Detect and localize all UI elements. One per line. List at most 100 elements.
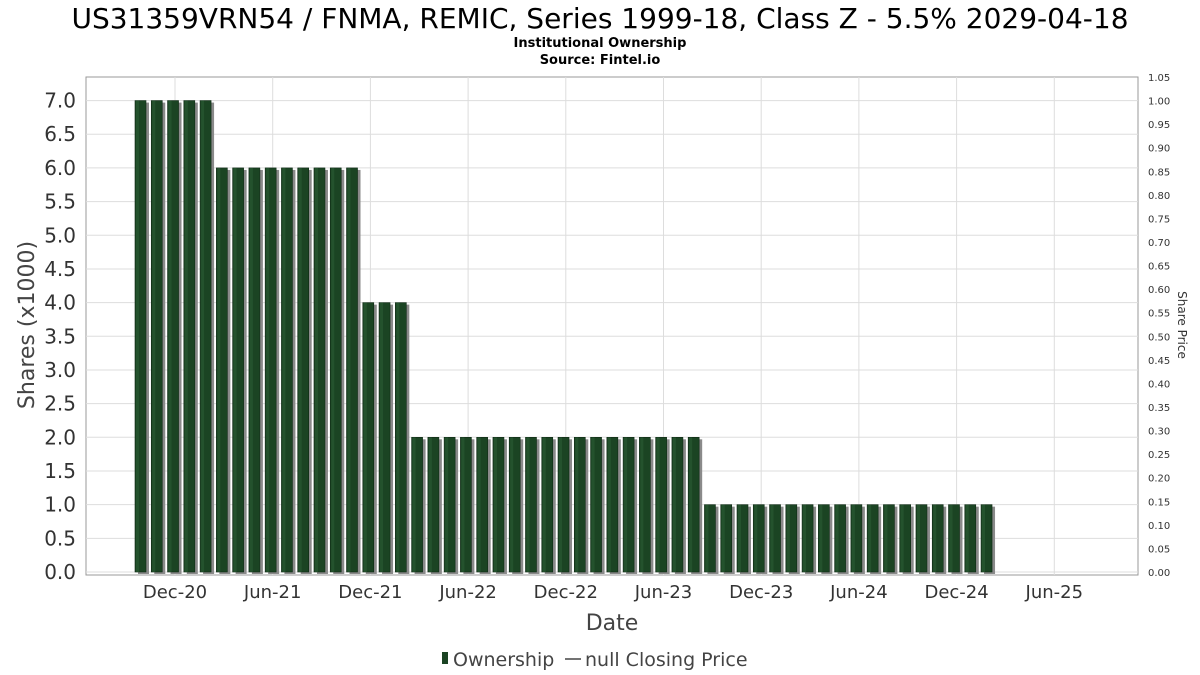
y-right-tick-label: 0.50 bbox=[1148, 332, 1170, 343]
bar bbox=[948, 504, 960, 573]
bar-highlight bbox=[737, 504, 741, 572]
bar bbox=[818, 504, 830, 573]
bar-highlight bbox=[705, 504, 709, 572]
bar bbox=[248, 167, 261, 573]
bar bbox=[216, 167, 228, 573]
y-tick-label: 7.0 bbox=[44, 89, 76, 113]
bar bbox=[834, 504, 846, 573]
y-axis-left-ticks: 0.0 0.5 1.0 1.5 2.0 2.5 3.0 3.5 4.0 4.5 5.0 5.5 6.0 6… bbox=[44, 89, 76, 584]
bar-highlight bbox=[331, 167, 335, 572]
bar-highlight bbox=[314, 167, 318, 572]
y-tick-label: 0.0 bbox=[44, 560, 76, 584]
bar bbox=[850, 504, 863, 573]
bar-highlight bbox=[949, 504, 953, 572]
bar bbox=[736, 504, 749, 573]
bar-highlight bbox=[933, 504, 937, 572]
bar-highlight bbox=[493, 437, 497, 572]
bar-highlight bbox=[477, 437, 481, 572]
bar bbox=[264, 167, 277, 573]
legend-ownership-label: Ownership bbox=[453, 649, 554, 671]
bar-highlight bbox=[851, 504, 855, 572]
bar bbox=[508, 437, 521, 573]
bar bbox=[557, 437, 570, 573]
bar-highlight bbox=[217, 167, 221, 572]
y-right-tick-label: 0.35 bbox=[1148, 403, 1170, 414]
bar bbox=[476, 437, 488, 573]
bar-highlight bbox=[868, 504, 872, 572]
bar bbox=[443, 437, 456, 573]
bar-highlight bbox=[233, 167, 237, 572]
y-right-tick-label: 0.55 bbox=[1148, 309, 1170, 320]
y-right-tick-label: 0.60 bbox=[1148, 285, 1170, 296]
bar bbox=[590, 437, 602, 573]
bar-highlight bbox=[672, 437, 676, 572]
bar bbox=[931, 504, 944, 573]
x-tick-label: Dec-23 bbox=[729, 582, 793, 603]
bar-highlight bbox=[412, 437, 416, 572]
y-right-tick-label: 0.45 bbox=[1148, 356, 1170, 367]
y-tick-label: 2.5 bbox=[44, 392, 76, 416]
bar bbox=[704, 504, 716, 573]
x-tick-label: Dec-20 bbox=[143, 582, 207, 603]
y-right-tick-label: 0.85 bbox=[1148, 167, 1170, 178]
bar-highlight bbox=[770, 504, 774, 572]
bar bbox=[411, 437, 423, 573]
y-tick-label: 3.5 bbox=[44, 324, 76, 348]
y-tick-label: 4.5 bbox=[44, 257, 76, 281]
chart-subtitle-line-1: Institutional Ownership bbox=[514, 36, 687, 51]
x-axis-label: Date bbox=[586, 611, 639, 636]
bars-group bbox=[134, 100, 996, 575]
bar-highlight bbox=[396, 302, 400, 572]
y-tick-label: 3.0 bbox=[44, 358, 76, 382]
bar-highlight bbox=[884, 504, 888, 572]
bar-highlight bbox=[965, 504, 969, 572]
y-axis-label: Shares (x1000) bbox=[15, 241, 40, 409]
bar bbox=[866, 504, 879, 573]
y-right-tick-label: 0.10 bbox=[1148, 521, 1170, 532]
bar bbox=[378, 302, 391, 573]
x-tick-label: Dec-24 bbox=[924, 582, 988, 603]
bar bbox=[167, 100, 179, 573]
bar-highlight bbox=[559, 437, 563, 572]
bar bbox=[899, 504, 911, 573]
chart-title: US31359VRN54 / FNMA, REMIC, Series 1999-… bbox=[71, 2, 1128, 35]
bar-highlight bbox=[461, 437, 465, 572]
bar-highlight bbox=[298, 167, 302, 572]
bar bbox=[346, 167, 358, 573]
bar-highlight bbox=[184, 100, 188, 573]
x-tick-label: Jun-23 bbox=[634, 582, 693, 603]
bar-highlight bbox=[136, 100, 139, 573]
bar-highlight bbox=[640, 437, 644, 572]
bar bbox=[622, 437, 635, 573]
bar bbox=[769, 504, 781, 573]
bar bbox=[232, 167, 244, 573]
bar bbox=[801, 504, 814, 573]
bar-highlight bbox=[803, 504, 807, 572]
y-right-tick-label: 0.70 bbox=[1148, 238, 1170, 249]
bar bbox=[281, 167, 293, 573]
y-right-tick-label: 0.80 bbox=[1148, 191, 1170, 202]
y-tick-label: 1.5 bbox=[44, 459, 76, 483]
bar-highlight bbox=[819, 504, 823, 572]
y-tick-label: 4.0 bbox=[44, 291, 76, 315]
x-tick-label: Jun-24 bbox=[829, 582, 888, 603]
bar bbox=[492, 437, 505, 573]
bar-highlight bbox=[168, 100, 172, 573]
y-right-tick-label: 0.00 bbox=[1148, 568, 1170, 579]
bar bbox=[297, 167, 310, 573]
y-tick-label: 2.0 bbox=[44, 425, 76, 449]
bar-highlight bbox=[591, 437, 595, 572]
bar-highlight bbox=[282, 167, 286, 572]
x-tick-label: Jun-22 bbox=[438, 582, 497, 603]
bar-highlight bbox=[624, 437, 628, 572]
bar-highlight bbox=[916, 504, 920, 572]
bar bbox=[639, 437, 651, 573]
y-right-tick-label: 0.20 bbox=[1148, 474, 1170, 485]
bar bbox=[183, 100, 196, 573]
bar bbox=[525, 437, 537, 573]
bar-highlight bbox=[982, 504, 986, 572]
y-tick-label: 6.0 bbox=[44, 156, 76, 180]
y-right-tick-label: 0.95 bbox=[1148, 120, 1170, 131]
bar bbox=[199, 100, 212, 573]
y-axis-right-label: Share Price bbox=[1175, 291, 1189, 359]
